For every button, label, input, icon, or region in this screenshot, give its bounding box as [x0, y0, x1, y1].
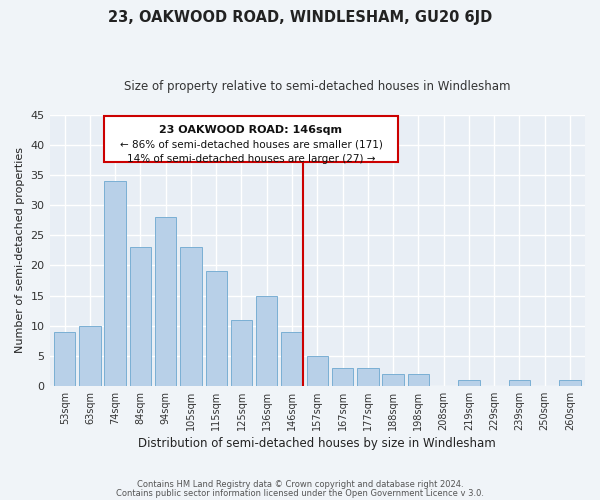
Bar	[509, 380, 530, 386]
FancyBboxPatch shape	[104, 116, 398, 162]
Bar	[307, 356, 328, 386]
Y-axis label: Number of semi-detached properties: Number of semi-detached properties	[15, 148, 25, 354]
Text: 23, OAKWOOD ROAD, WINDLESHAM, GU20 6JD: 23, OAKWOOD ROAD, WINDLESHAM, GU20 6JD	[108, 10, 492, 25]
Bar	[206, 272, 227, 386]
Text: ← 86% of semi-detached houses are smaller (171): ← 86% of semi-detached houses are smalle…	[119, 139, 382, 149]
Bar	[382, 374, 404, 386]
Bar	[332, 368, 353, 386]
Bar	[407, 374, 429, 386]
Bar	[458, 380, 479, 386]
Bar	[54, 332, 76, 386]
X-axis label: Distribution of semi-detached houses by size in Windlesham: Distribution of semi-detached houses by …	[139, 437, 496, 450]
Title: Size of property relative to semi-detached houses in Windlesham: Size of property relative to semi-detach…	[124, 80, 511, 93]
Bar	[281, 332, 303, 386]
Bar	[155, 218, 176, 386]
Text: 23 OAKWOOD ROAD: 146sqm: 23 OAKWOOD ROAD: 146sqm	[160, 124, 343, 134]
Text: Contains public sector information licensed under the Open Government Licence v : Contains public sector information licen…	[116, 488, 484, 498]
Bar	[79, 326, 101, 386]
Bar	[104, 181, 126, 386]
Text: Contains HM Land Registry data © Crown copyright and database right 2024.: Contains HM Land Registry data © Crown c…	[137, 480, 463, 489]
Bar	[256, 296, 277, 386]
Text: 14% of semi-detached houses are larger (27) →: 14% of semi-detached houses are larger (…	[127, 154, 375, 164]
Bar	[559, 380, 581, 386]
Bar	[231, 320, 252, 386]
Bar	[180, 248, 202, 386]
Bar	[357, 368, 379, 386]
Bar	[130, 248, 151, 386]
